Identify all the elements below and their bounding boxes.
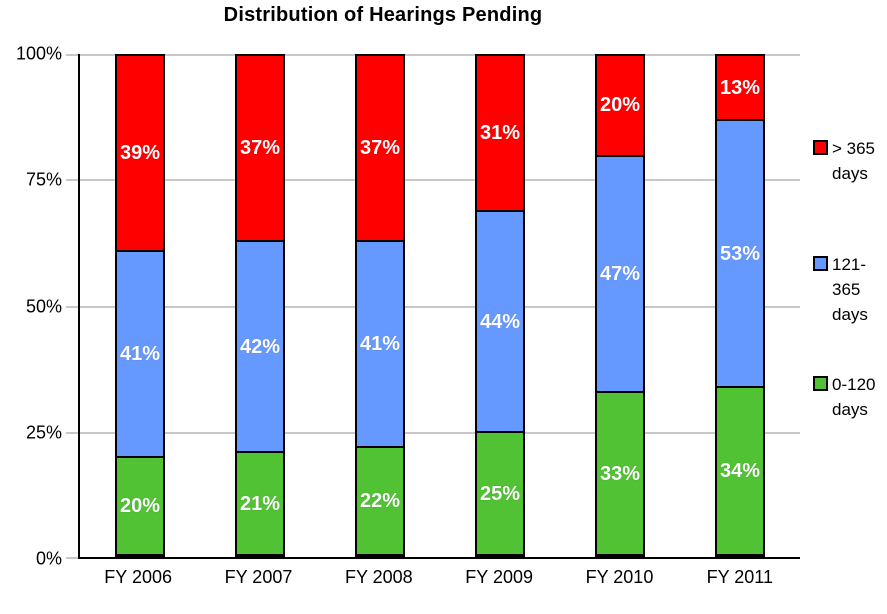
- bar-slot-fy-2011: 13% 53% 34%: [680, 54, 800, 557]
- legend-swatch: [813, 256, 828, 271]
- legend-label: > 365 days: [832, 139, 876, 183]
- y-axis-tick-label: 75%: [25, 169, 62, 190]
- y-tick-100: [66, 54, 78, 56]
- stacked-bar: 37% 42% 21%: [235, 54, 285, 557]
- x-axis-category-label: FY 2007: [224, 567, 293, 587]
- bar-segment: 37%: [355, 54, 405, 241]
- legend-item: 0-120 days: [813, 372, 875, 422]
- bar-segment: 39%: [115, 54, 165, 251]
- bar-segment: 44%: [475, 209, 525, 432]
- x-axis-labels: FY 2006 FY 2007 FY 2008 FY 2009 FY 2010 FY 20…: [78, 567, 800, 588]
- stacked-bar: 20% 47% 33%: [595, 54, 645, 557]
- bar-segment: 31%: [475, 54, 525, 210]
- segment-value-label: 25%: [479, 482, 521, 505]
- stacked-bar: 13% 53% 34%: [715, 54, 765, 557]
- legend-swatch: [813, 140, 828, 155]
- bar-segment: 20%: [595, 54, 645, 155]
- bar-segment: 47%: [595, 154, 645, 392]
- legend: > 365 days 121- 365 days 0-120 days: [809, 0, 887, 614]
- bar-segment: 41%: [355, 240, 405, 447]
- y-tick-50: [66, 305, 78, 308]
- x-axis-category-label: FY 2006: [104, 567, 173, 587]
- x-axis-category-label: FY 2011: [706, 567, 773, 587]
- bar-segment: 13%: [715, 54, 765, 120]
- segment-value-label: 34%: [719, 459, 761, 482]
- segment-value-label: 33%: [599, 462, 641, 485]
- bar-slot-fy-2006: 39% 41% 20%: [80, 54, 200, 557]
- stacked-bar: 31% 44% 25%: [475, 54, 525, 557]
- y-axis-tick-label: 25%: [25, 422, 62, 443]
- segment-value-label: 39%: [119, 142, 161, 165]
- segment-value-label: 37%: [239, 137, 281, 160]
- bar-slot-fy-2008: 37% 41% 22%: [320, 54, 440, 557]
- segment-value-label: 21%: [239, 492, 281, 515]
- legend-label: 0-120 days: [832, 375, 876, 419]
- bar-segment: 22%: [355, 446, 405, 557]
- legend-item: 121- 365 days: [813, 252, 868, 327]
- segment-value-label: 37%: [359, 137, 401, 160]
- x-axis-category-label: FY 2009: [465, 567, 534, 587]
- y-axis-labels: 0% 25% 50% 75% 100%: [0, 44, 70, 569]
- segment-value-label: 31%: [479, 121, 521, 144]
- gridline-75: [80, 179, 800, 182]
- bar-segment: 53%: [715, 119, 765, 386]
- legend-item: > 365 days: [813, 136, 875, 186]
- bar-slot-fy-2007: 37% 42% 21%: [200, 54, 320, 557]
- bar-segment: 41%: [115, 250, 165, 457]
- y-axis-tick-label: 0%: [35, 548, 62, 569]
- y-tick-25: [66, 431, 78, 434]
- segment-value-label: 42%: [239, 335, 281, 358]
- segment-value-label: 44%: [479, 310, 521, 333]
- segment-value-label: 41%: [119, 343, 161, 366]
- x-axis-category-label: FY 2010: [585, 567, 654, 587]
- bars-container: 39% 41% 20% 37% 42% 21% 37% 41% 22% 31% 44% 25% 20% 4…: [80, 54, 800, 557]
- x-axis-category-label: FY 2008: [344, 567, 413, 587]
- y-tick-75: [66, 179, 78, 182]
- bar-segment: 25%: [475, 431, 525, 557]
- segment-value-label: 41%: [359, 333, 401, 356]
- stacked-bar: 37% 41% 22%: [355, 54, 405, 557]
- legend-swatch: [813, 376, 828, 391]
- y-axis-tick-label: 100%: [15, 43, 62, 64]
- chart-title: Distribution of Hearings Pending: [223, 4, 543, 26]
- segment-value-label: 13%: [719, 76, 761, 99]
- gridline-25: [80, 431, 800, 434]
- segment-value-label: 53%: [719, 242, 761, 265]
- bar-segment: 34%: [715, 385, 765, 557]
- segment-value-label: 22%: [359, 490, 401, 513]
- legend-label: 121- 365 days: [832, 255, 868, 324]
- gridline-50: [80, 305, 800, 308]
- bar-slot-fy-2009: 31% 44% 25%: [440, 54, 560, 557]
- stacked-bar: 39% 41% 20%: [115, 54, 165, 557]
- bar-segment: 20%: [115, 456, 165, 557]
- bar-segment: 42%: [235, 240, 285, 452]
- bar-segment: 37%: [235, 54, 285, 241]
- bar-segment: 21%: [235, 451, 285, 557]
- segment-value-label: 20%: [119, 495, 161, 518]
- gridline-100: [80, 54, 800, 56]
- segment-value-label: 47%: [599, 262, 641, 285]
- segment-value-label: 20%: [599, 94, 641, 117]
- y-axis-tick-label: 50%: [25, 296, 62, 316]
- y-tick-0: [66, 557, 78, 559]
- bar-slot-fy-2010: 20% 47% 33%: [560, 54, 680, 557]
- plot-area: 39% 41% 20% 37% 42% 21% 37% 41% 22% 31% 44% 25% 20% 4…: [66, 54, 800, 559]
- bar-segment: 33%: [595, 391, 645, 557]
